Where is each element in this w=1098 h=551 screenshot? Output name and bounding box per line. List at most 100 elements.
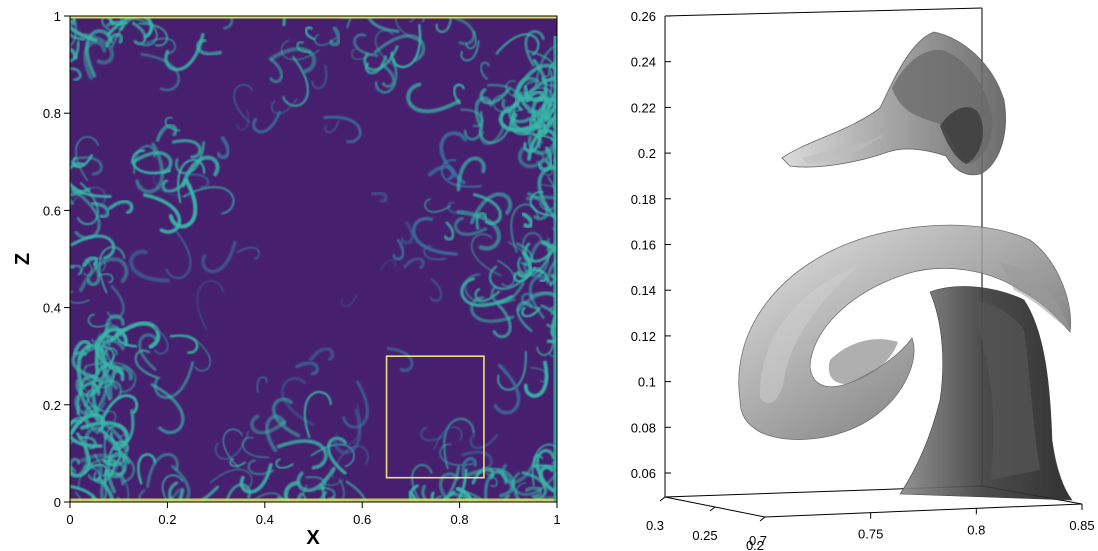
filament [256, 376, 268, 393]
filament [74, 491, 82, 502]
filament [434, 495, 442, 502]
filament [188, 173, 210, 189]
y-tick-label: 0.6 [43, 203, 61, 218]
depth-tick-mark [709, 506, 716, 512]
filament [129, 249, 170, 283]
filament [554, 486, 557, 491]
filament [443, 417, 475, 470]
filament [30, 506, 58, 551]
filament [521, 212, 534, 229]
z-tick-label: 0.16 [631, 238, 656, 253]
filament [77, 463, 100, 490]
filament [370, 191, 388, 204]
filament [196, 280, 225, 331]
filament [119, 17, 158, 47]
depth-tick-label: 0.2 [746, 538, 764, 551]
filament [100, 394, 139, 424]
filament [566, 88, 594, 108]
isosurface-depth-ticks: 0.3 0.25 0.2 [646, 496, 766, 551]
filament [495, 33, 540, 56]
filament [79, 257, 106, 274]
upper-vortex-surface [781, 31, 1006, 176]
filament [85, 361, 137, 393]
filament [233, 84, 254, 124]
filament [70, 484, 99, 502]
filament [146, 37, 176, 55]
filament [386, 346, 414, 372]
filament [565, 103, 599, 120]
filament [542, 158, 553, 176]
filament [530, 496, 557, 502]
filament [84, 7, 97, 13]
z-tick-label: 0.18 [631, 192, 656, 207]
filament [460, 40, 480, 62]
filament [239, 462, 273, 494]
filament [84, 382, 102, 394]
filament [150, 383, 185, 435]
filament [83, 40, 107, 80]
filament [373, 34, 426, 62]
filament [521, 471, 547, 500]
filament [498, 107, 540, 132]
filament [83, 353, 116, 382]
filament [276, 439, 328, 470]
filament [115, 328, 138, 348]
filament [265, 414, 287, 453]
filament [522, 70, 553, 113]
filament [281, 377, 315, 426]
filament [164, 116, 181, 132]
filament [443, 221, 455, 241]
filament [93, 463, 116, 484]
filament [296, 40, 312, 54]
filament [479, 124, 506, 146]
depth-tick-mark [659, 496, 666, 502]
filament [72, 339, 92, 356]
filament [536, 327, 554, 356]
filament [155, 123, 178, 143]
filament [375, 29, 396, 68]
z-tick-label: 0.24 [631, 55, 656, 70]
filament [554, 461, 557, 466]
x-tick-label: 0.2 [158, 512, 176, 527]
filament [79, 0, 105, 8]
filament [138, 333, 158, 371]
filament [222, 428, 243, 469]
filament [512, 87, 554, 108]
filament [83, 32, 115, 65]
filament [429, 278, 443, 302]
filament [70, 24, 98, 43]
filament [515, 242, 533, 266]
filament [295, 361, 320, 376]
filament [532, 464, 557, 469]
filament [70, 419, 103, 448]
filament [390, 23, 422, 68]
filament [70, 187, 106, 208]
filament [456, 156, 486, 192]
filament [109, 409, 135, 446]
z-tick-label: 0.1 [638, 375, 656, 390]
filament [252, 110, 282, 134]
filament [116, 496, 121, 502]
filament [461, 456, 477, 478]
filament [80, 421, 130, 451]
filament [70, 162, 112, 198]
filament [106, 451, 131, 494]
heatmap-panel: 0 0.2 0.4 0.6 0.8 1 0 0.2 0.4 0.6 0.8 1 X Z [12, 0, 599, 551]
filament [331, 445, 369, 478]
filament [381, 63, 396, 88]
filament [546, 259, 557, 284]
filament [470, 233, 502, 277]
filament [153, 326, 169, 355]
filament [70, 67, 82, 82]
filament [70, 264, 83, 276]
z-tick-label: 0.26 [631, 9, 656, 24]
filament [135, 142, 165, 194]
filament [216, 136, 230, 160]
filament [72, 153, 94, 169]
filament [412, 216, 458, 256]
z-axis-label: Z [12, 253, 34, 265]
filament [201, 240, 237, 274]
filament [109, 16, 128, 26]
filament [531, 443, 557, 487]
filament [324, 119, 340, 133]
